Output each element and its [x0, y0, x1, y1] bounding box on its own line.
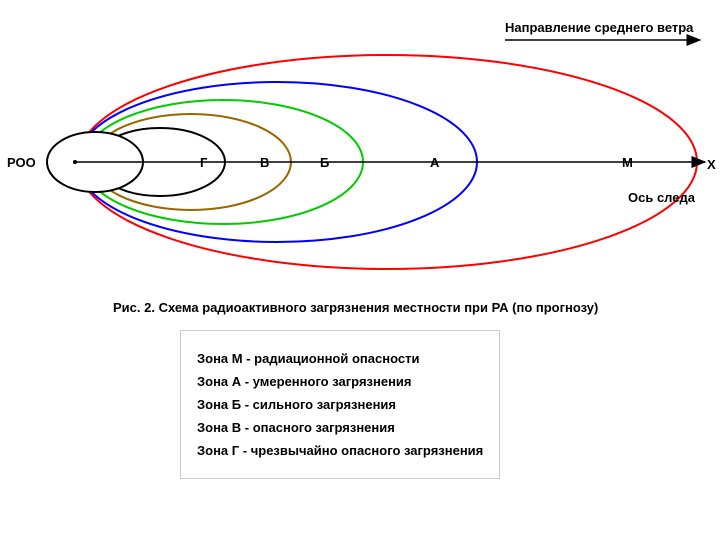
axis-trace-label: Ось следа: [628, 190, 695, 205]
zone-label-Г: Г: [200, 155, 207, 170]
zone-label-А: А: [430, 155, 439, 170]
legend-item-1: Зона А - умеренного загрязнения: [197, 374, 483, 389]
legend-item-4: Зона Г - чрезвычайно опасного загрязнени…: [197, 443, 483, 458]
legend-box: Зона М - радиационной опасности Зона А - …: [180, 330, 500, 479]
zone-label-M: M: [622, 155, 633, 170]
x-axis-label: X: [707, 157, 716, 172]
poo-label: РОО: [7, 155, 36, 170]
wind-direction-label: Направление среднего ветра: [505, 20, 693, 35]
zone-label-В: В: [260, 155, 269, 170]
zone-label-Б: Б: [320, 155, 329, 170]
legend-item-2: Зона Б - сильного загрязнения: [197, 397, 483, 412]
contamination-diagram: [0, 0, 720, 300]
legend-item-3: Зона В - опасного загрязнения: [197, 420, 483, 435]
legend-item-0: Зона М - радиационной опасности: [197, 351, 483, 366]
figure-caption: Рис. 2. Схема радиоактивного загрязнения…: [113, 300, 598, 315]
